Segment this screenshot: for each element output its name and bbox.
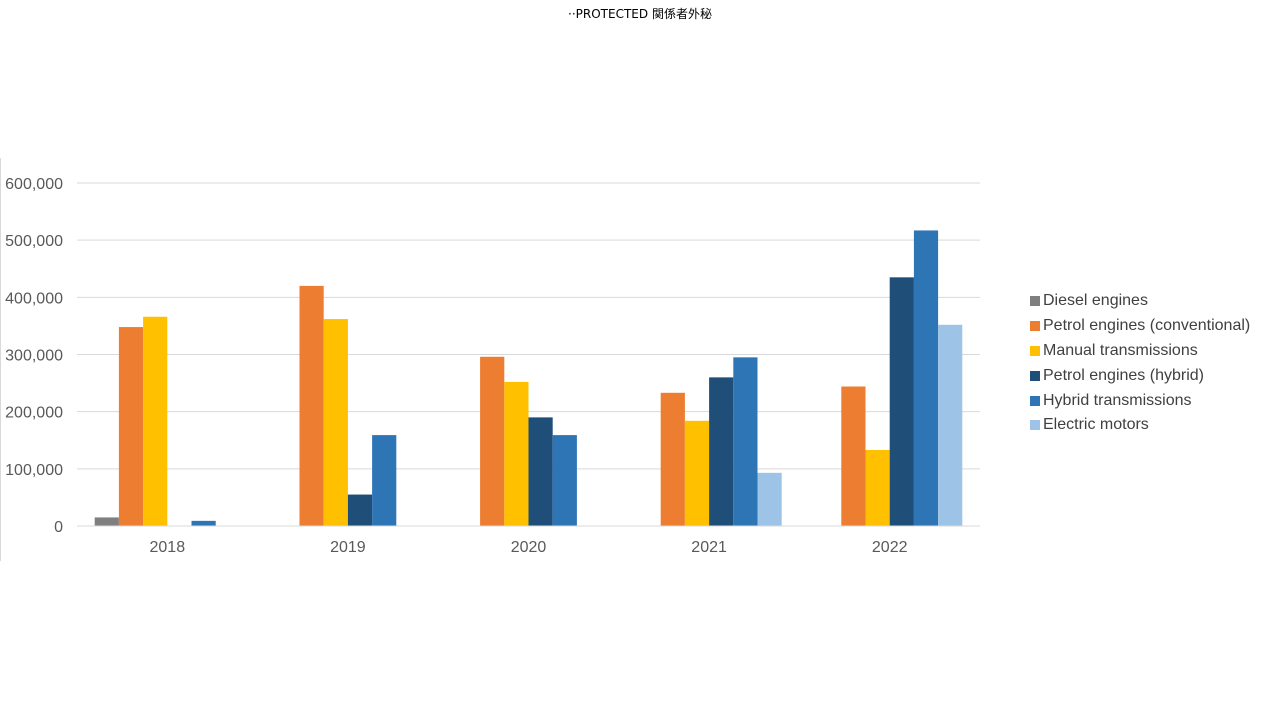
bar-electric-motors-2022 [938,324,963,526]
legend-swatch [1030,345,1040,356]
y-tick-label: 600,000 [5,176,63,193]
x-tick-label: 2019 [330,539,366,556]
legend-label: Electric motors [1043,416,1149,434]
bar-petrol-engines-conventional-2019 [299,285,324,526]
y-tick-label: 200,000 [5,405,63,422]
classification-label: ··PROTECTED 関係者外秘 [568,7,712,21]
bar-hybrid-transmissions-2020 [552,435,577,526]
legend-item: Hybrid transmissions [1030,388,1275,413]
bar-manual-transmissions-2022 [865,449,890,526]
bar-petrol-engines-hybrid-2022 [889,277,914,526]
bar-hybrid-transmissions-2019 [372,435,397,526]
legend-swatch [1030,370,1040,381]
legend-swatch [1030,420,1040,431]
bar-manual-transmissions-2020 [504,381,529,526]
y-axis-ticks: 0 100,000 200,000 300,000 400,000 500,000 600,… [5,176,63,536]
bar-hybrid-transmissions-2021 [733,357,758,526]
x-tick-label: 2020 [511,539,547,556]
y-tick-label: 400,000 [5,290,63,307]
bar-hybrid-transmissions-2018 [191,520,216,526]
bar-electric-motors-2021 [757,472,782,526]
bar-manual-transmissions-2021 [684,420,710,526]
bar-hybrid-transmissions-2022 [913,230,939,526]
legend-item: Petrol engines (hybrid) [1030,363,1275,388]
y-tick-label: 0 [54,519,63,536]
bar-petrol-engines-hybrid-2021 [709,377,734,526]
x-tick-label: 2018 [150,539,186,556]
bar-petrol-engines-hybrid-2019 [347,494,373,526]
bar-petrol-engines-conventional-2018 [118,327,144,526]
legend-label: Hybrid transmissions [1043,391,1192,409]
legend: Diesel engines Petrol engines (convention… [1030,289,1275,438]
bar-diesel-engines-2018 [94,517,119,526]
y-tick-label: 500,000 [5,233,63,250]
bar-manual-transmissions-2019 [323,319,348,526]
x-tick-label: 2021 [691,539,727,556]
bar-petrol-engines-conventional-2020 [480,356,505,526]
legend-label: Manual transmissions [1043,341,1198,359]
legend-swatch [1030,296,1040,307]
legend-item: Electric motors [1030,413,1275,438]
y-tick-label: 300,000 [5,348,63,365]
y-tick-label: 100,000 [5,462,63,479]
left-divider [0,158,1,561]
legend-item: Petrol engines (conventional) [1030,314,1275,339]
bar-petrol-engines-hybrid-2020 [528,417,553,526]
legend-label: Petrol engines (conventional) [1043,317,1251,335]
legend-label: Petrol engines (hybrid) [1043,366,1204,384]
x-tick-label: 2022 [872,539,908,556]
x-axis-ticks: 2018 2019 2020 2021 2022 [150,539,908,556]
bar-petrol-engines-conventional-2021 [660,392,685,526]
bars [94,230,963,526]
legend-item: Diesel engines [1030,289,1275,314]
legend-swatch [1030,395,1040,406]
legend-item: Manual transmissions [1030,339,1275,364]
legend-label: Diesel engines [1043,292,1148,310]
bar-manual-transmissions-2018 [143,316,168,526]
legend-swatch [1030,321,1040,332]
bar-petrol-engines-conventional-2022 [841,386,866,526]
